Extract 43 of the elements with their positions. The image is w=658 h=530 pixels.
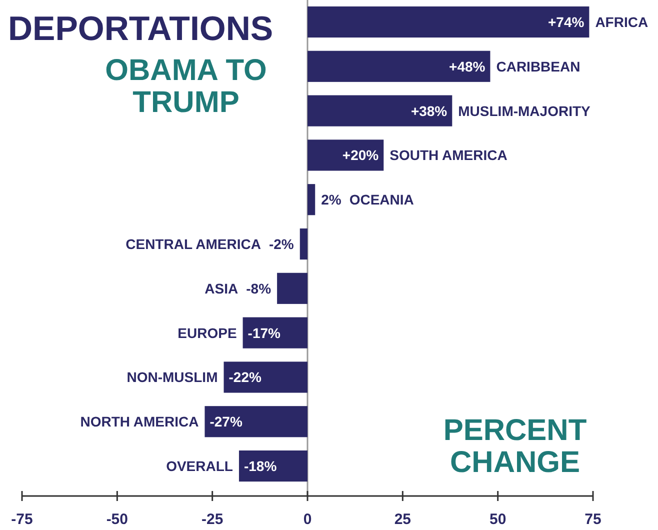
bar <box>308 140 384 171</box>
y-tick-label: NON-MUSLIM <box>126 369 218 386</box>
y-tick-label: CENTRAL AMERICA <box>126 236 261 252</box>
y-tick-label: OVERALL <box>166 458 234 474</box>
y-tick-label: SOUTH AMERICA <box>390 147 508 164</box>
bar <box>204 406 308 438</box>
bar <box>300 228 308 260</box>
x-tick-label: 0 <box>303 511 312 528</box>
x-tick-label: 50 <box>489 511 506 528</box>
chart-title: DEPORTATIONS <box>8 10 274 48</box>
y-tick-label: OCEANIA <box>349 192 414 208</box>
bar <box>242 317 308 348</box>
y-tick-label: EUROPE <box>178 324 237 341</box>
x-tick-label: -75 <box>11 511 33 528</box>
data-label: 2% <box>321 192 342 208</box>
data-label: -8% <box>246 280 272 296</box>
annotation: PERCENT CHANGE <box>443 414 587 479</box>
data-label: -18% <box>244 458 278 474</box>
data-label: +38% <box>410 102 448 119</box>
y-tick-label: AFRICA <box>595 14 648 30</box>
x-tick-label: 25 <box>394 511 412 528</box>
y-tick-label: CARIBBEAN <box>496 58 580 74</box>
bar <box>308 184 316 216</box>
data-label: +74% <box>548 14 585 30</box>
x-tick-label: -50 <box>106 511 128 528</box>
x-tick-label: -25 <box>201 511 224 528</box>
bar <box>224 362 308 393</box>
data-label: -17% <box>248 324 282 341</box>
data-label: -2% <box>268 236 294 252</box>
y-tick-label: ASIA <box>204 280 238 296</box>
bar <box>277 272 308 304</box>
data-label: +20% <box>342 147 380 164</box>
bar <box>308 50 490 82</box>
data-label: -22% <box>228 369 262 386</box>
y-tick-label: MUSLIM-MAJORITY <box>458 102 592 119</box>
bar <box>308 6 590 38</box>
data-label: -27% <box>210 414 243 430</box>
data-label: +48% <box>449 58 486 74</box>
x-tick-label: 75 <box>584 511 602 528</box>
y-tick-label: NORTH AMERICA <box>80 414 199 430</box>
bar <box>308 95 452 126</box>
bar <box>238 450 308 482</box>
text: OBAMA TO TRUMP <box>105 54 267 119</box>
